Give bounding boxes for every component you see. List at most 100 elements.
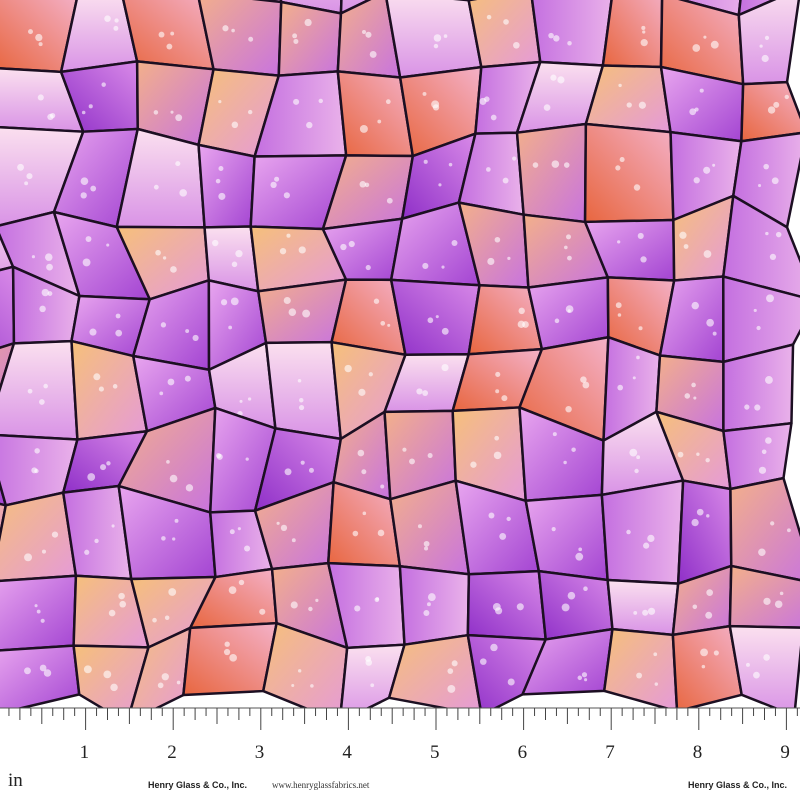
tile-speckle <box>370 683 375 688</box>
tile-speckle <box>422 262 429 270</box>
tile-speckle <box>417 524 422 529</box>
tile-speckle <box>43 383 48 389</box>
tile-speckle <box>94 538 99 544</box>
tile-speckle <box>361 469 367 475</box>
tile-speckle <box>677 451 684 458</box>
tile-speckle <box>503 19 509 25</box>
tile-speckle <box>235 250 243 258</box>
tile-speckle <box>551 527 556 532</box>
tile-speckle <box>386 197 393 204</box>
tile-speckle <box>106 461 111 466</box>
tile-speckle <box>769 253 777 261</box>
tile-speckle <box>679 231 687 239</box>
tile-speckle <box>87 473 96 481</box>
tile-speckle <box>179 189 187 197</box>
tile-speckle <box>224 641 230 647</box>
tile-speckle <box>47 113 54 121</box>
tile-speckle <box>506 516 511 522</box>
tile-speckle <box>308 467 314 473</box>
tile-speckle <box>297 378 302 383</box>
tile-speckle <box>705 457 710 463</box>
tile-speckle <box>169 474 178 483</box>
tile-speckle <box>424 546 429 551</box>
tile-speckle <box>761 54 769 63</box>
tile-speckle <box>362 511 367 516</box>
tile-speckle <box>119 600 127 608</box>
tile-speckle <box>230 297 239 306</box>
tile-speckle <box>451 660 458 667</box>
tile-speckle <box>753 308 757 313</box>
tile-speckle <box>557 76 565 84</box>
tile-speckle <box>220 299 228 306</box>
tile-speckle <box>247 109 253 115</box>
tile-speckle <box>358 388 366 396</box>
tile-speckle <box>703 166 711 174</box>
tile-speckle <box>365 31 372 38</box>
tile-speckle <box>575 552 584 561</box>
tile-speckle <box>427 317 434 324</box>
tile-speckle <box>222 25 229 32</box>
tile-speckle <box>583 586 588 592</box>
mosaic-tile <box>466 569 547 641</box>
tile-speckle <box>245 457 249 461</box>
tile-speckle <box>380 484 385 489</box>
tile-speckle <box>192 334 199 341</box>
tile-speckle <box>365 264 371 271</box>
tile-speckle <box>499 532 507 540</box>
ruler-number: 7 <box>605 742 615 763</box>
tile-speckle <box>89 328 97 336</box>
tile-speckle <box>292 33 298 39</box>
tile-speckle <box>617 313 622 317</box>
mosaic-tile <box>729 476 800 582</box>
tile-speckle <box>513 41 520 49</box>
tile-speckle <box>357 449 365 457</box>
tile-speckle <box>155 249 161 256</box>
tile-speckle <box>653 652 658 657</box>
tile-speckle <box>517 320 525 328</box>
tile-speckle <box>160 322 167 328</box>
ruler-background <box>0 708 800 800</box>
tile-speckle <box>44 253 53 261</box>
tile-speckle <box>362 30 367 35</box>
tile-speckle <box>761 449 767 455</box>
tile-speckle <box>565 405 572 413</box>
tile-speckle <box>174 518 179 523</box>
tile-speckle <box>36 609 41 614</box>
mosaic-tile <box>122 0 215 71</box>
tile-speckle <box>638 101 646 109</box>
tile-speckle <box>162 256 167 260</box>
tile-speckle <box>39 399 45 405</box>
tile-speckle <box>779 591 784 596</box>
tile-speckle <box>37 94 44 101</box>
tile-speckle <box>618 83 622 88</box>
mosaic-tile <box>537 569 614 641</box>
tile-speckle <box>784 94 789 100</box>
tile-speckle <box>441 363 449 372</box>
tile-speckle <box>693 177 700 184</box>
ruler-number: 9 <box>780 742 790 763</box>
tile-speckle <box>710 40 719 49</box>
tile-speckle <box>759 44 763 48</box>
tile-speckle <box>114 18 119 23</box>
tile-speckle <box>284 468 292 476</box>
tile-speckle <box>27 388 33 394</box>
tile-speckle <box>291 538 296 543</box>
mosaic-tile <box>606 578 680 637</box>
tile-speckle <box>615 302 622 309</box>
tile-speckle <box>532 162 539 168</box>
tile-speckle <box>24 667 31 675</box>
tile-speckle <box>642 30 646 34</box>
tile-speckle <box>696 452 700 456</box>
tile-speckle <box>231 261 238 268</box>
tile-speckle <box>701 664 706 669</box>
ruler-number: 2 <box>167 742 177 763</box>
tile-speckle <box>100 464 107 471</box>
tile-speckle <box>175 161 181 167</box>
tile-speckle <box>712 331 717 336</box>
tile-speckle <box>279 247 287 255</box>
unit-label: in <box>8 770 23 791</box>
tile-speckle <box>495 389 500 394</box>
tile-speckle <box>441 265 445 269</box>
tile-speckle <box>352 530 359 537</box>
tile-speckle <box>161 673 169 681</box>
